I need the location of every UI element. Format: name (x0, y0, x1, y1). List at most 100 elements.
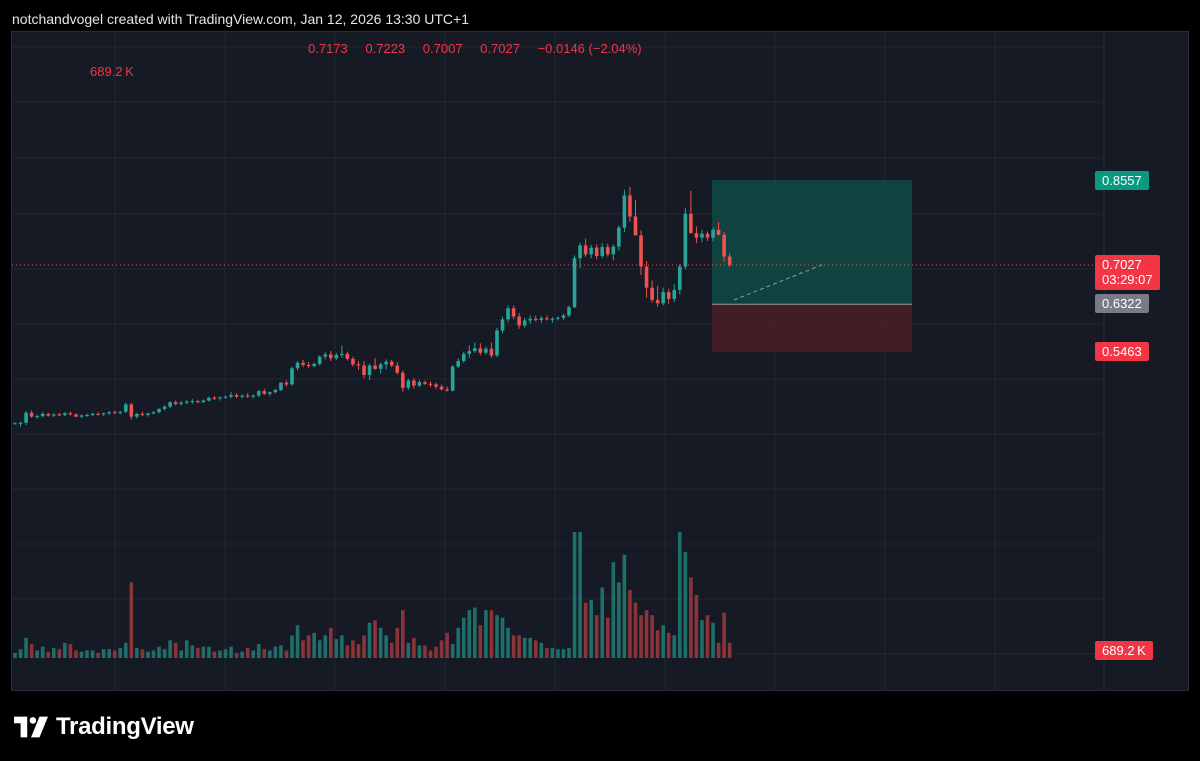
candle-body (434, 384, 438, 387)
volume-bar (434, 646, 438, 658)
candle-body (600, 247, 605, 256)
candle-body (328, 354, 333, 359)
close-value: 0.7027 (480, 41, 520, 56)
candle-body (639, 235, 643, 267)
candle-body (484, 348, 488, 353)
volume-bar (689, 577, 693, 658)
candle-body (351, 358, 355, 365)
candle-body (561, 315, 566, 318)
candle-body (157, 408, 161, 413)
volume-bar (611, 562, 616, 658)
volume-bar (234, 652, 239, 658)
volume-bar (229, 646, 233, 658)
volume-bar (201, 646, 206, 658)
volume-bar (561, 649, 566, 658)
candle-body (412, 380, 416, 386)
candle-body (417, 382, 422, 386)
volume-bar (705, 615, 710, 658)
candle-body (334, 354, 339, 359)
volume-bar (423, 645, 427, 658)
volume-bar (417, 645, 422, 658)
candle-body (711, 229, 715, 238)
volume-bar (605, 617, 610, 658)
volume-bar (539, 642, 544, 658)
volume-bar (173, 642, 178, 658)
candle-body (151, 412, 156, 414)
candle-body (439, 386, 444, 390)
candle-body (107, 412, 111, 414)
volume-scale-tag[interactable]: 689.2 K (1095, 641, 1153, 660)
volume-bar (162, 649, 167, 658)
candle-body (340, 353, 344, 355)
volume-bar (112, 650, 117, 658)
candle-body (678, 266, 682, 290)
last-price-tag[interactable]: 0.7027 03:29:07 (1095, 255, 1160, 290)
volume-bar (212, 651, 217, 658)
volume-bar (317, 640, 322, 658)
chart-pane[interactable]: 0.7173 0.7223 0.7007 0.7027 −0.0146 (−2.… (11, 31, 1189, 691)
candle-body (550, 318, 555, 320)
entry-price-tag[interactable]: 0.6322 (1095, 294, 1149, 313)
entry-to-current-line (733, 263, 825, 301)
candle-body (124, 404, 128, 412)
volume-bar (79, 651, 84, 658)
volume-bar (406, 642, 411, 658)
volume-bar (124, 642, 128, 658)
volume-bar (118, 647, 123, 658)
tradingview-brand[interactable]: TradingView (14, 713, 194, 741)
candle-body (74, 414, 78, 417)
grid-lines (12, 32, 1188, 690)
volume-bar (345, 645, 350, 658)
candle-body (556, 317, 560, 319)
volume-bar (506, 627, 510, 658)
volume-bar (583, 602, 588, 658)
volume-bar (445, 632, 449, 658)
candle-body (179, 402, 183, 404)
volume-bar (351, 640, 355, 658)
volume-bar (340, 635, 344, 658)
volume-bar (722, 612, 726, 658)
change-value: −0.0146 (−2.04%) (537, 41, 642, 56)
volume-bar (13, 652, 17, 658)
candle-body (323, 354, 328, 357)
candle-body (101, 413, 106, 415)
stop-price-tag[interactable]: 0.5463 (1095, 342, 1149, 361)
volume-bar (450, 644, 455, 658)
candle-body (672, 289, 677, 299)
candle-body (495, 330, 499, 356)
volume-bar (600, 587, 605, 658)
volume-bar (617, 582, 621, 658)
candlestick-chart[interactable] (12, 32, 1189, 691)
candle-body (234, 394, 239, 397)
volume-bar (63, 642, 67, 658)
volume-bar (456, 627, 460, 658)
candle-body (184, 401, 189, 403)
volume-bar (312, 632, 316, 658)
candle-body (190, 401, 195, 403)
volume-bar (295, 625, 300, 658)
volume-bar (262, 649, 267, 658)
volume-bar (279, 645, 283, 658)
high-value: 0.7223 (365, 41, 406, 56)
ohlc-legend: 0.7173 0.7223 0.7007 0.7027 −0.0146 (−2.… (308, 41, 656, 56)
target-price-tag[interactable]: 0.8557 (1095, 171, 1149, 190)
candle-body (162, 406, 167, 409)
candle-body (273, 389, 278, 393)
candle-body (240, 395, 244, 397)
candle-body (63, 413, 67, 415)
candle-body (373, 365, 377, 369)
price-lines (12, 263, 1102, 301)
candle-body (578, 245, 582, 259)
candle-body (212, 397, 217, 399)
volume-bar (378, 627, 383, 658)
candle-body (628, 195, 632, 217)
volume-bar (511, 635, 516, 658)
volume-bar (533, 640, 538, 658)
candle-body (129, 404, 134, 417)
candle-body (356, 364, 361, 366)
volume-bar (46, 651, 51, 658)
candle-body (40, 413, 45, 417)
volume-bar (85, 650, 89, 658)
candle-body (112, 412, 117, 414)
candle-body (245, 395, 250, 397)
